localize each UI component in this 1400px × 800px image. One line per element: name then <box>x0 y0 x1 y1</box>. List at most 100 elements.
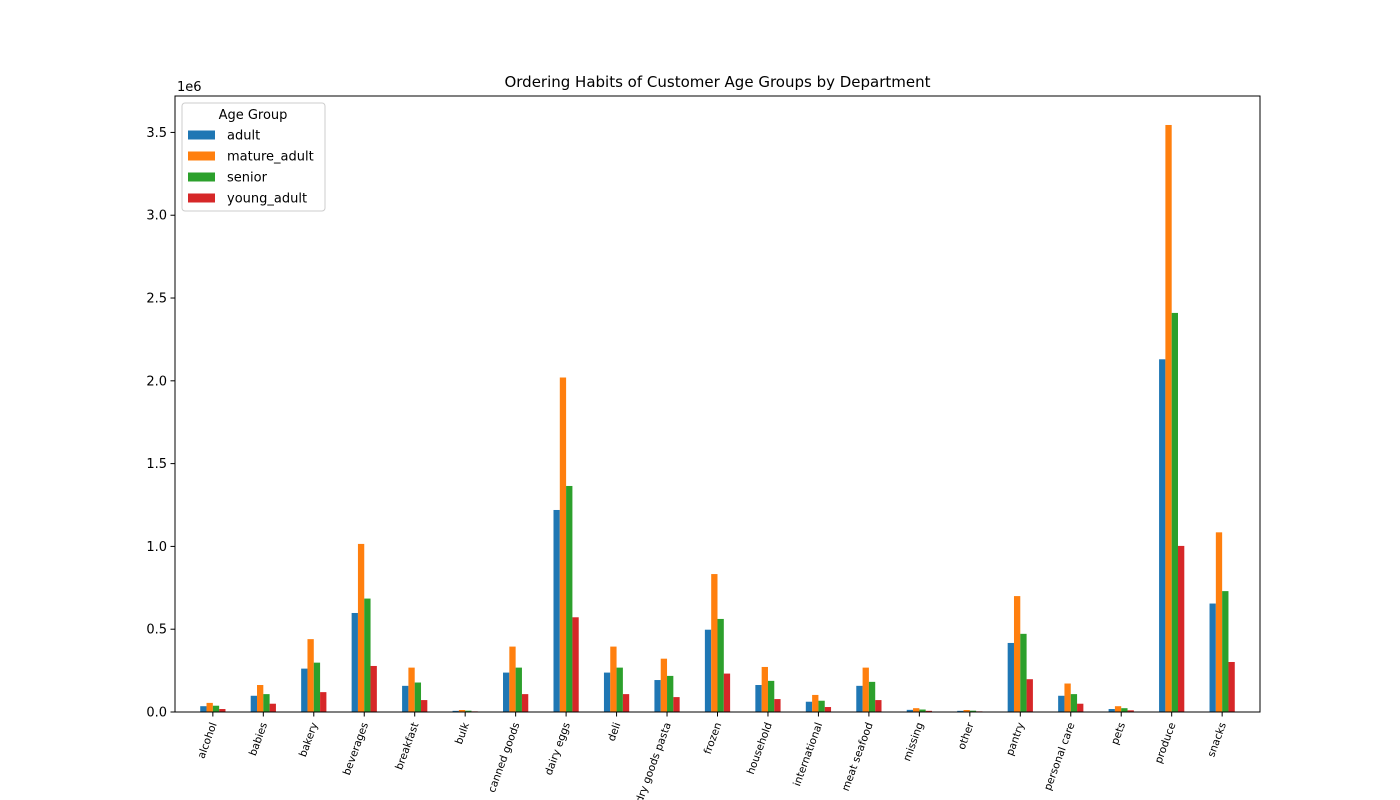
x-tick-label: dairy eggs <box>543 721 573 777</box>
bar-mature_adult-international <box>812 694 819 712</box>
legend-swatch-mature_adult <box>188 151 215 161</box>
bar-mature_adult-dairy-eggs <box>559 377 567 712</box>
x-tick-label: pets <box>1109 721 1128 746</box>
bar-adult-babies <box>250 695 258 712</box>
bar-young_adult-breakfast <box>421 700 428 712</box>
legend-label-young_adult: young_adult <box>227 192 307 207</box>
bar-adult-breakfast <box>402 685 409 712</box>
bar-adult-meat-seafood <box>856 685 863 712</box>
bar-senior-babies <box>263 694 270 712</box>
bar-mature_adult-alcohol <box>206 702 213 712</box>
x-tick-label: bakery <box>297 721 321 759</box>
bar-young_adult-pantry <box>1026 679 1033 712</box>
bar-mature_adult-bulk <box>458 710 466 712</box>
bar-mature_adult-personal-care <box>1064 683 1071 712</box>
bar-senior-beverages <box>364 598 371 712</box>
bar-senior-dry-goods-pasta <box>667 675 674 712</box>
bar-adult-dry-goods-pasta <box>654 680 661 712</box>
bar-senior-pantry <box>1020 633 1027 712</box>
x-tick-label: pantry <box>1004 721 1027 757</box>
bar-senior-other <box>969 710 977 712</box>
bar-young_adult-frozen <box>723 673 731 712</box>
bar-young_adult-dry-goods-pasta <box>673 697 680 712</box>
bar-mature_adult-canned-goods <box>509 646 516 712</box>
bar-adult-other <box>957 710 964 712</box>
bar-senior-pets <box>1121 708 1128 712</box>
bar-mature_adult-snacks <box>1215 532 1223 712</box>
x-tick-label: personal care <box>1042 721 1078 792</box>
x-tick-label: canned goods <box>486 721 522 794</box>
legend-label-senior: senior <box>227 171 268 186</box>
bar-mature_adult-breakfast <box>408 667 415 712</box>
x-tick-label: other <box>956 720 977 751</box>
bar-adult-beverages <box>351 612 358 712</box>
x-tick-label: missing <box>901 721 926 763</box>
bar-senior-alcohol <box>212 705 220 712</box>
bar-young_adult-pets <box>1127 710 1134 712</box>
bar-adult-bulk <box>452 710 459 712</box>
bar-senior-produce <box>1171 312 1178 712</box>
bar-mature_adult-pets <box>1114 706 1122 712</box>
bars-group <box>200 124 1235 713</box>
x-tick-label: dry goods pasta <box>634 721 674 800</box>
y-tick-label: 3.0 <box>146 209 167 224</box>
x-tick-label: alcohol <box>196 721 220 760</box>
bar-mature_adult-produce <box>1165 124 1172 713</box>
x-tick-label: household <box>745 721 775 776</box>
bar-young_adult-deli <box>622 694 630 712</box>
bar-senior-bulk <box>465 710 472 712</box>
bar-adult-household <box>755 685 762 712</box>
legend-title: Age Group <box>219 108 288 123</box>
legend-swatch-young_adult <box>188 193 215 203</box>
bar-mature_adult-beverages <box>357 543 365 712</box>
bar-senior-missing <box>919 709 926 712</box>
y-tick-label: 1.0 <box>146 540 167 555</box>
bar-young_adult-produce <box>1177 545 1185 712</box>
bar-senior-snacks <box>1222 591 1229 712</box>
legend-swatch-adult <box>188 130 215 140</box>
x-tick-label: breakfast <box>393 721 421 772</box>
bar-senior-canned-goods <box>515 667 522 712</box>
x-tick-label: deli <box>606 721 624 743</box>
chart-title: Ordering Habits of Customer Age Groups b… <box>504 73 930 91</box>
bar-adult-personal-care <box>1058 695 1065 712</box>
bar-senior-meat-seafood <box>868 681 876 712</box>
x-axis: alcohol babies bakery beverages breakfast bul… <box>196 712 1229 800</box>
bar-young_adult-missing <box>925 710 932 712</box>
bar-mature_adult-babies <box>257 685 264 712</box>
bar-mature_adult-frozen <box>711 574 718 712</box>
bar-mature_adult-missing <box>913 708 920 712</box>
x-tick-label: beverages <box>341 721 371 777</box>
bar-senior-dairy-eggs <box>566 485 573 712</box>
bar-senior-frozen <box>717 618 724 712</box>
bar-adult-pets <box>1108 709 1115 712</box>
bar-senior-deli <box>616 667 623 712</box>
bar-young_adult-babies <box>269 703 276 712</box>
bar-adult-deli <box>603 672 611 712</box>
bar-senior-international <box>818 700 825 712</box>
x-tick-label: babies <box>247 721 270 758</box>
bar-mature_adult-pantry <box>1013 596 1021 712</box>
bar-mature_adult-deli <box>610 646 617 712</box>
x-tick-label: international <box>791 721 825 788</box>
bar-adult-canned-goods <box>503 672 510 712</box>
bar-adult-frozen <box>704 629 712 712</box>
x-tick-label: bulk <box>453 720 472 746</box>
legend-label-adult: adult <box>227 129 260 144</box>
bar-senior-bakery <box>313 662 321 712</box>
bar-young_adult-personal-care <box>1077 703 1084 712</box>
bar-adult-produce <box>1159 359 1166 712</box>
bar-mature_adult-meat-seafood <box>862 667 869 712</box>
y-axis: 0.0 0.5 1.0 1.5 2.0 2.5 3.0 3.5 <box>146 126 175 721</box>
x-tick-label: produce <box>1153 721 1179 765</box>
bar-young_adult-alcohol <box>219 709 226 712</box>
x-tick-label: snacks <box>1205 721 1229 759</box>
bar-adult-pantry <box>1007 642 1014 712</box>
bar-adult-snacks <box>1209 603 1216 712</box>
bar-adult-alcohol <box>200 706 207 712</box>
x-tick-label: frozen <box>702 721 725 756</box>
bar-young_adult-snacks <box>1228 661 1235 712</box>
